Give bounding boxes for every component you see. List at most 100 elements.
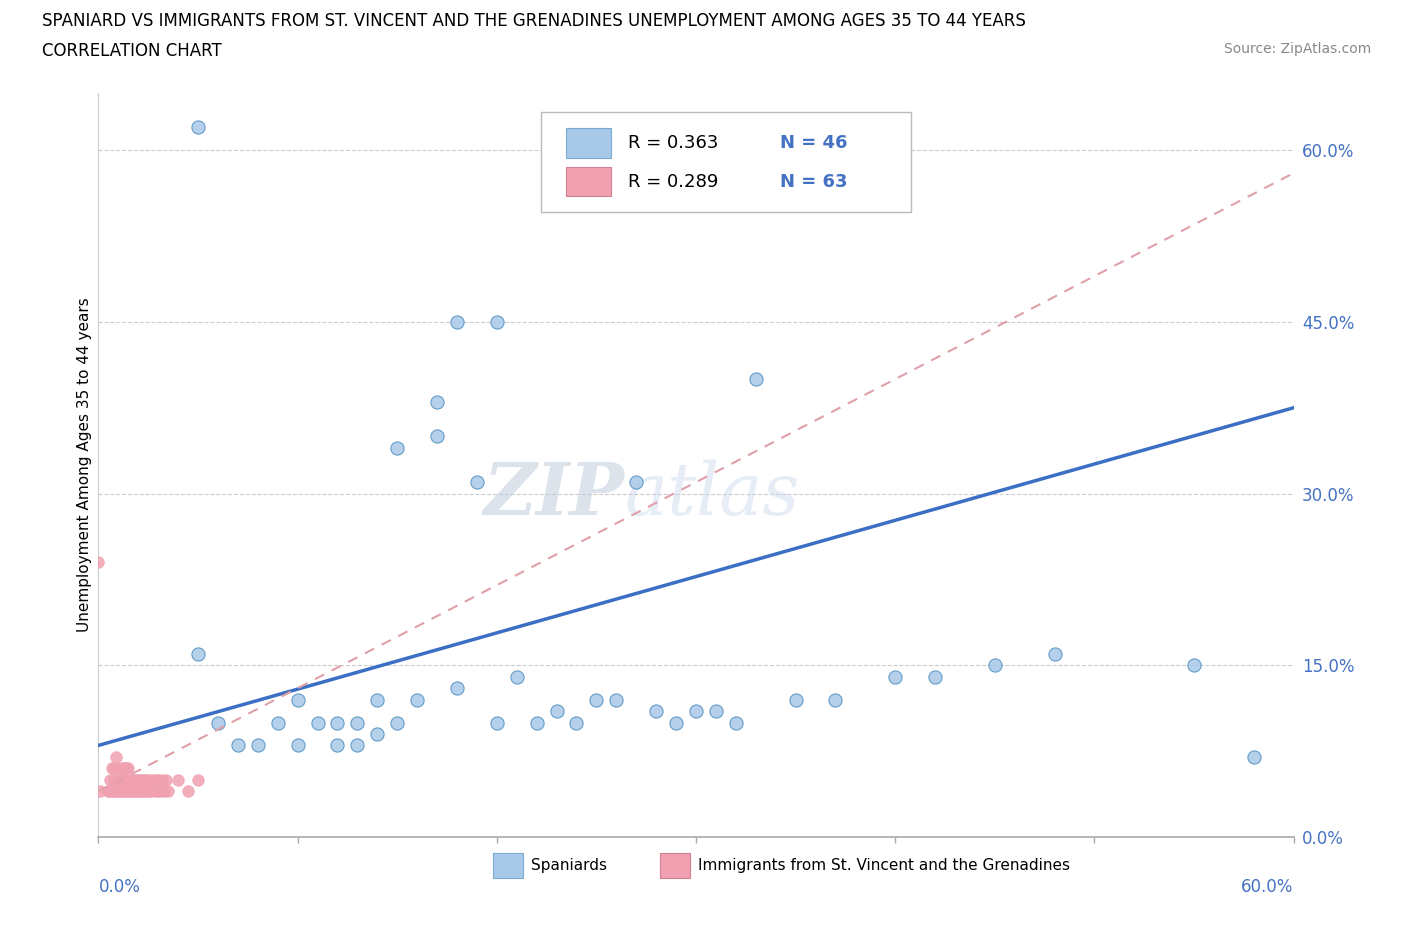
Point [112, 772, 135, 787]
Y-axis label: Unemployment Among Ages 35 to 44 years: Unemployment Among Ages 35 to 44 years [77, 298, 91, 632]
Point [485, 715, 508, 730]
Point [1182, 658, 1205, 672]
Point [426, 429, 449, 444]
Point [134, 772, 156, 787]
Point [148, 772, 170, 787]
Point [406, 692, 429, 707]
Point [704, 704, 727, 719]
Point [984, 658, 1007, 672]
Point [103, 772, 125, 787]
Point [98, 784, 122, 799]
Point [112, 761, 135, 776]
Point [107, 772, 129, 787]
Point [115, 761, 138, 776]
Point [121, 784, 143, 799]
FancyBboxPatch shape [541, 112, 911, 212]
Point [101, 784, 124, 799]
Point [824, 692, 846, 707]
Point [177, 784, 200, 799]
Point [129, 784, 152, 799]
Point [426, 394, 449, 409]
Point [121, 772, 143, 787]
Point [111, 761, 134, 776]
Point [153, 784, 176, 799]
Point [124, 784, 146, 799]
Point [924, 670, 946, 684]
Point [149, 784, 172, 799]
Point [145, 772, 167, 787]
Point [366, 726, 388, 741]
Point [745, 372, 768, 387]
Text: 0.0%: 0.0% [98, 878, 141, 896]
Point [565, 715, 588, 730]
Point [346, 738, 368, 753]
Point [127, 784, 149, 799]
Text: CORRELATION CHART: CORRELATION CHART [42, 42, 222, 60]
Point [103, 784, 125, 799]
Point [107, 784, 129, 799]
Point [884, 670, 907, 684]
Point [785, 692, 807, 707]
Point [105, 750, 128, 764]
Point [307, 715, 329, 730]
Point [117, 761, 139, 776]
Point [346, 715, 368, 730]
Point [89, 784, 111, 799]
Point [111, 784, 134, 799]
Point [326, 738, 349, 753]
Bar [565, 166, 612, 196]
Point [125, 772, 148, 787]
Point [157, 784, 180, 799]
Text: ZIP: ZIP [484, 459, 624, 530]
Bar [494, 853, 523, 878]
Text: 60.0%: 60.0% [1241, 878, 1294, 896]
Point [267, 715, 290, 730]
Point [685, 704, 707, 719]
Point [385, 715, 409, 730]
Point [506, 670, 529, 684]
Text: Immigrants from St. Vincent and the Grenadines: Immigrants from St. Vincent and the Gren… [699, 857, 1070, 872]
Text: Spaniards: Spaniards [531, 857, 607, 872]
Point [135, 784, 157, 799]
Point [129, 772, 152, 787]
Point [446, 314, 468, 329]
Point [120, 784, 142, 799]
Point [110, 784, 132, 799]
Point [1243, 750, 1265, 764]
Point [107, 761, 129, 776]
Point [136, 772, 159, 787]
Point [143, 784, 166, 799]
Point [287, 738, 309, 753]
Point [139, 784, 162, 799]
Point [111, 772, 134, 787]
Bar [565, 128, 612, 158]
Point [526, 715, 548, 730]
Point [187, 120, 209, 135]
Point [605, 692, 627, 707]
Point [117, 772, 139, 787]
Point [120, 772, 142, 787]
Text: R = 0.363: R = 0.363 [628, 134, 718, 152]
Point [131, 784, 153, 799]
Point [207, 715, 229, 730]
Point [136, 784, 159, 799]
Point [1043, 646, 1066, 661]
Text: Source: ZipAtlas.com: Source: ZipAtlas.com [1223, 42, 1371, 56]
Text: SPANIARD VS IMMIGRANTS FROM ST. VINCENT AND THE GRENADINES UNEMPLOYMENT AMONG AG: SPANIARD VS IMMIGRANTS FROM ST. VINCENT … [42, 12, 1026, 30]
Point [155, 772, 177, 787]
Point [465, 474, 488, 489]
Text: atlas: atlas [624, 459, 800, 530]
Point [626, 474, 648, 489]
Text: N = 63: N = 63 [780, 173, 848, 191]
Point [385, 441, 409, 456]
Point [101, 761, 124, 776]
Point [187, 772, 209, 787]
Point [148, 784, 170, 799]
Point [105, 784, 128, 799]
Text: R = 0.289: R = 0.289 [628, 173, 718, 191]
Bar [661, 853, 690, 878]
Point [226, 738, 249, 753]
Point [366, 692, 388, 707]
Point [115, 784, 138, 799]
Point [115, 772, 138, 787]
